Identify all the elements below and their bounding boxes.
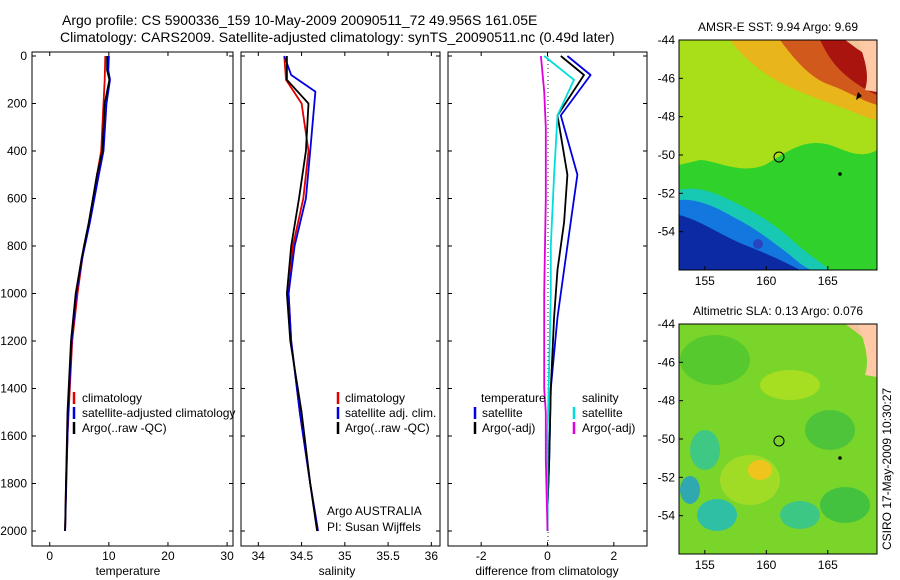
series-line-salinity-argo-adj: [540, 55, 549, 532]
y-tick-label: 1400: [0, 382, 27, 396]
legend-title-salinity: salinity: [582, 391, 619, 405]
y-tick-label: 400: [7, 144, 27, 158]
legend-label-argo: Argo(..raw -QC): [345, 421, 430, 435]
sst-map: AMSR-E SST: 9.94 Argo: 9.69 155 160 165 -44…: [658, 20, 878, 288]
sla-field: [679, 324, 877, 554]
temperature-panel: 0 10 20 30 0 200 400 600 800 1000 1200 1400 1600 1800…: [0, 49, 235, 578]
x-tick-label: 10: [102, 549, 116, 563]
lat-tick-label: -48: [658, 110, 676, 124]
difference-ticks: -2 0 2: [448, 52, 647, 563]
lon-tick-label: 160: [756, 274, 776, 288]
temperature-axes-frame: [31, 51, 234, 547]
x-tick-label: 35.5: [376, 549, 400, 563]
salinity-xlabel: salinity: [319, 564, 356, 578]
lat-tick-label: -46: [658, 355, 676, 369]
legend-label-temp-argo: Argo(-adj): [482, 421, 535, 435]
legend-label-argo: Argo(..raw -QC): [82, 421, 167, 435]
lat-tick-label: -52: [658, 470, 676, 484]
lat-tick-label: -44: [658, 317, 676, 331]
temperature-legend: climatology satellite-adjusted climatolo…: [72, 391, 235, 435]
y-tick-label: 1800: [0, 477, 27, 491]
y-tick-label: 1000: [0, 287, 27, 301]
x-tick-label: 0: [46, 549, 53, 563]
sst-map-title: AMSR-E SST: 9.94 Argo: 9.69: [698, 20, 858, 34]
salinity-axes-frame: [240, 51, 441, 547]
x-tick-label: 30: [220, 549, 234, 563]
figure-title-line2: Climatology: CARS2009. Satellite-adjuste…: [60, 29, 615, 45]
lon-tick-label: 155: [695, 274, 715, 288]
lat-tick-label: -50: [658, 432, 676, 446]
sst-field: [679, 40, 877, 270]
x-tick-label: 34: [252, 549, 266, 563]
y-tick-label: 800: [7, 239, 27, 253]
lon-tick-label: 155: [695, 558, 715, 572]
y-tick-label: 1600: [0, 429, 27, 443]
x-tick-label: -2: [476, 549, 487, 563]
series-line-satellite-adj-clim: [283, 55, 319, 532]
lat-tick-label: -54: [658, 509, 676, 523]
series-line-argo-raw-qc: [285, 56, 318, 532]
series-line-temperature-argo-adj: [546, 55, 585, 531]
legend-label-climatology: climatology: [345, 391, 405, 405]
lat-tick-label: -48: [658, 394, 676, 408]
temperature-ticks: 0 10 20 30 0 200 400 600 800 1000 1200 1400 1600 1800…: [0, 49, 234, 563]
x-tick-label: 35: [338, 549, 352, 563]
difference-xlabel: difference from climatology: [475, 564, 618, 578]
difference-panel: -2 0 2 temperature satellite Argo(-adj) sa…: [447, 51, 648, 578]
legend-label-satellite-adj: satellite adj. clim.: [345, 406, 436, 420]
lon-tick-label: 165: [818, 274, 838, 288]
x-tick-label: 34.5: [290, 549, 314, 563]
temperature-series: [64, 55, 111, 532]
sla-map-title: Altimetric SLA: 0.13 Argo: 0.076: [693, 304, 863, 318]
lon-tick-label: 160: [756, 558, 776, 572]
lon-tick-label: 165: [818, 558, 838, 572]
difference-series: [540, 55, 592, 532]
difference-legend: temperature satellite Argo(-adj) salinit…: [473, 391, 635, 435]
salinity-series: [283, 55, 319, 532]
x-tick-label: 36: [425, 549, 439, 563]
lat-tick-label: -44: [658, 33, 676, 47]
legend-label-temp-satellite: satellite: [482, 406, 523, 420]
temperature-xlabel: temperature: [96, 564, 161, 578]
sst-map-ticks: 155 160 165 -44 -46 -48 -50 -52 -54: [658, 33, 838, 288]
salinity-ticks: 34 34.5 35 35.5 36: [241, 52, 440, 563]
lat-tick-label: -50: [658, 148, 676, 162]
legend-label-sal-satellite: satellite: [582, 406, 623, 420]
legend-label-satellite-adjusted: satellite-adjusted climatology: [82, 406, 235, 420]
float-program-label: Argo AUSTRALIA: [327, 504, 422, 518]
y-tick-label: 600: [7, 192, 27, 206]
x-tick-label: 2: [610, 549, 617, 563]
salinity-panel: 34 34.5 35 35.5 36 climatology satellite adj…: [240, 51, 441, 578]
y-tick-label: 1200: [0, 334, 27, 348]
lat-tick-label: -46: [658, 71, 676, 85]
sst-profile-marker: [773, 151, 785, 163]
series-line-salinity-satellite: [543, 55, 575, 531]
y-tick-label: 0: [20, 49, 27, 63]
lat-tick-label: -54: [658, 225, 676, 239]
salinity-legend: climatology satellite adj. clim. Argo(..…: [336, 391, 436, 435]
series-line-argo-raw-qc: [64, 56, 111, 532]
legend-label-climatology: climatology: [82, 391, 142, 405]
timestamp-label: CSIRO 17-May-2009 10:30:27: [880, 388, 894, 550]
x-tick-label: 20: [161, 549, 175, 563]
x-tick-label: 0: [544, 549, 551, 563]
sla-map: Altimetric SLA: 0.13 Argo: 0.076 155 160 1…: [658, 304, 878, 572]
sla-profile-marker: [773, 435, 785, 447]
figure-title-line1: Argo profile: CS 5900336_159 10-May-2009…: [62, 12, 538, 28]
lat-tick-label: -52: [658, 186, 676, 200]
legend-title-temperature: temperature: [481, 391, 546, 405]
y-tick-label: 200: [7, 97, 27, 111]
float-pi-label: PI: Susan Wijffels: [327, 520, 421, 534]
legend-label-sal-argo: Argo(-adj): [582, 421, 635, 435]
sla-map-ticks: 155 160 165 -44 -46 -48 -50 -52 -54: [658, 317, 838, 572]
y-tick-label: 2000: [0, 524, 27, 538]
